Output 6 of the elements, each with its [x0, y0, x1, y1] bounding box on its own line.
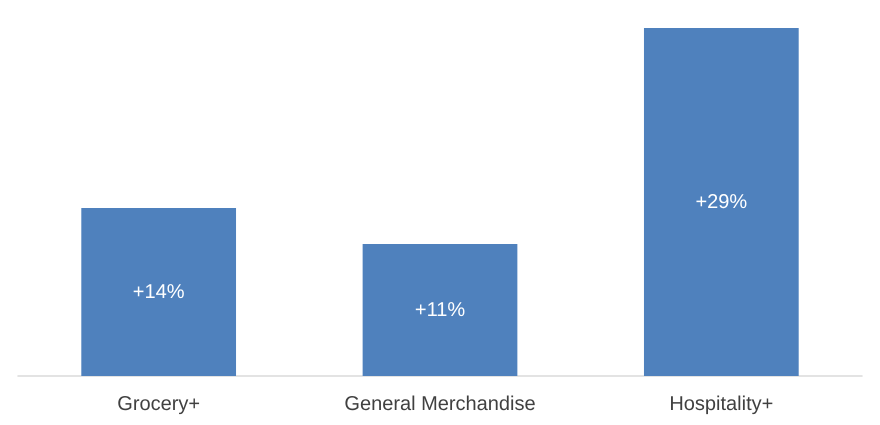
x-tick-label: Grocery+	[117, 393, 200, 415]
x-tick-label: Hospitality+	[669, 393, 774, 415]
data-label: +14%	[132, 281, 185, 303]
data-label: +29%	[695, 191, 748, 213]
x-tick-label: General Merchandise	[344, 393, 536, 415]
data-label: +11%	[414, 299, 466, 321]
